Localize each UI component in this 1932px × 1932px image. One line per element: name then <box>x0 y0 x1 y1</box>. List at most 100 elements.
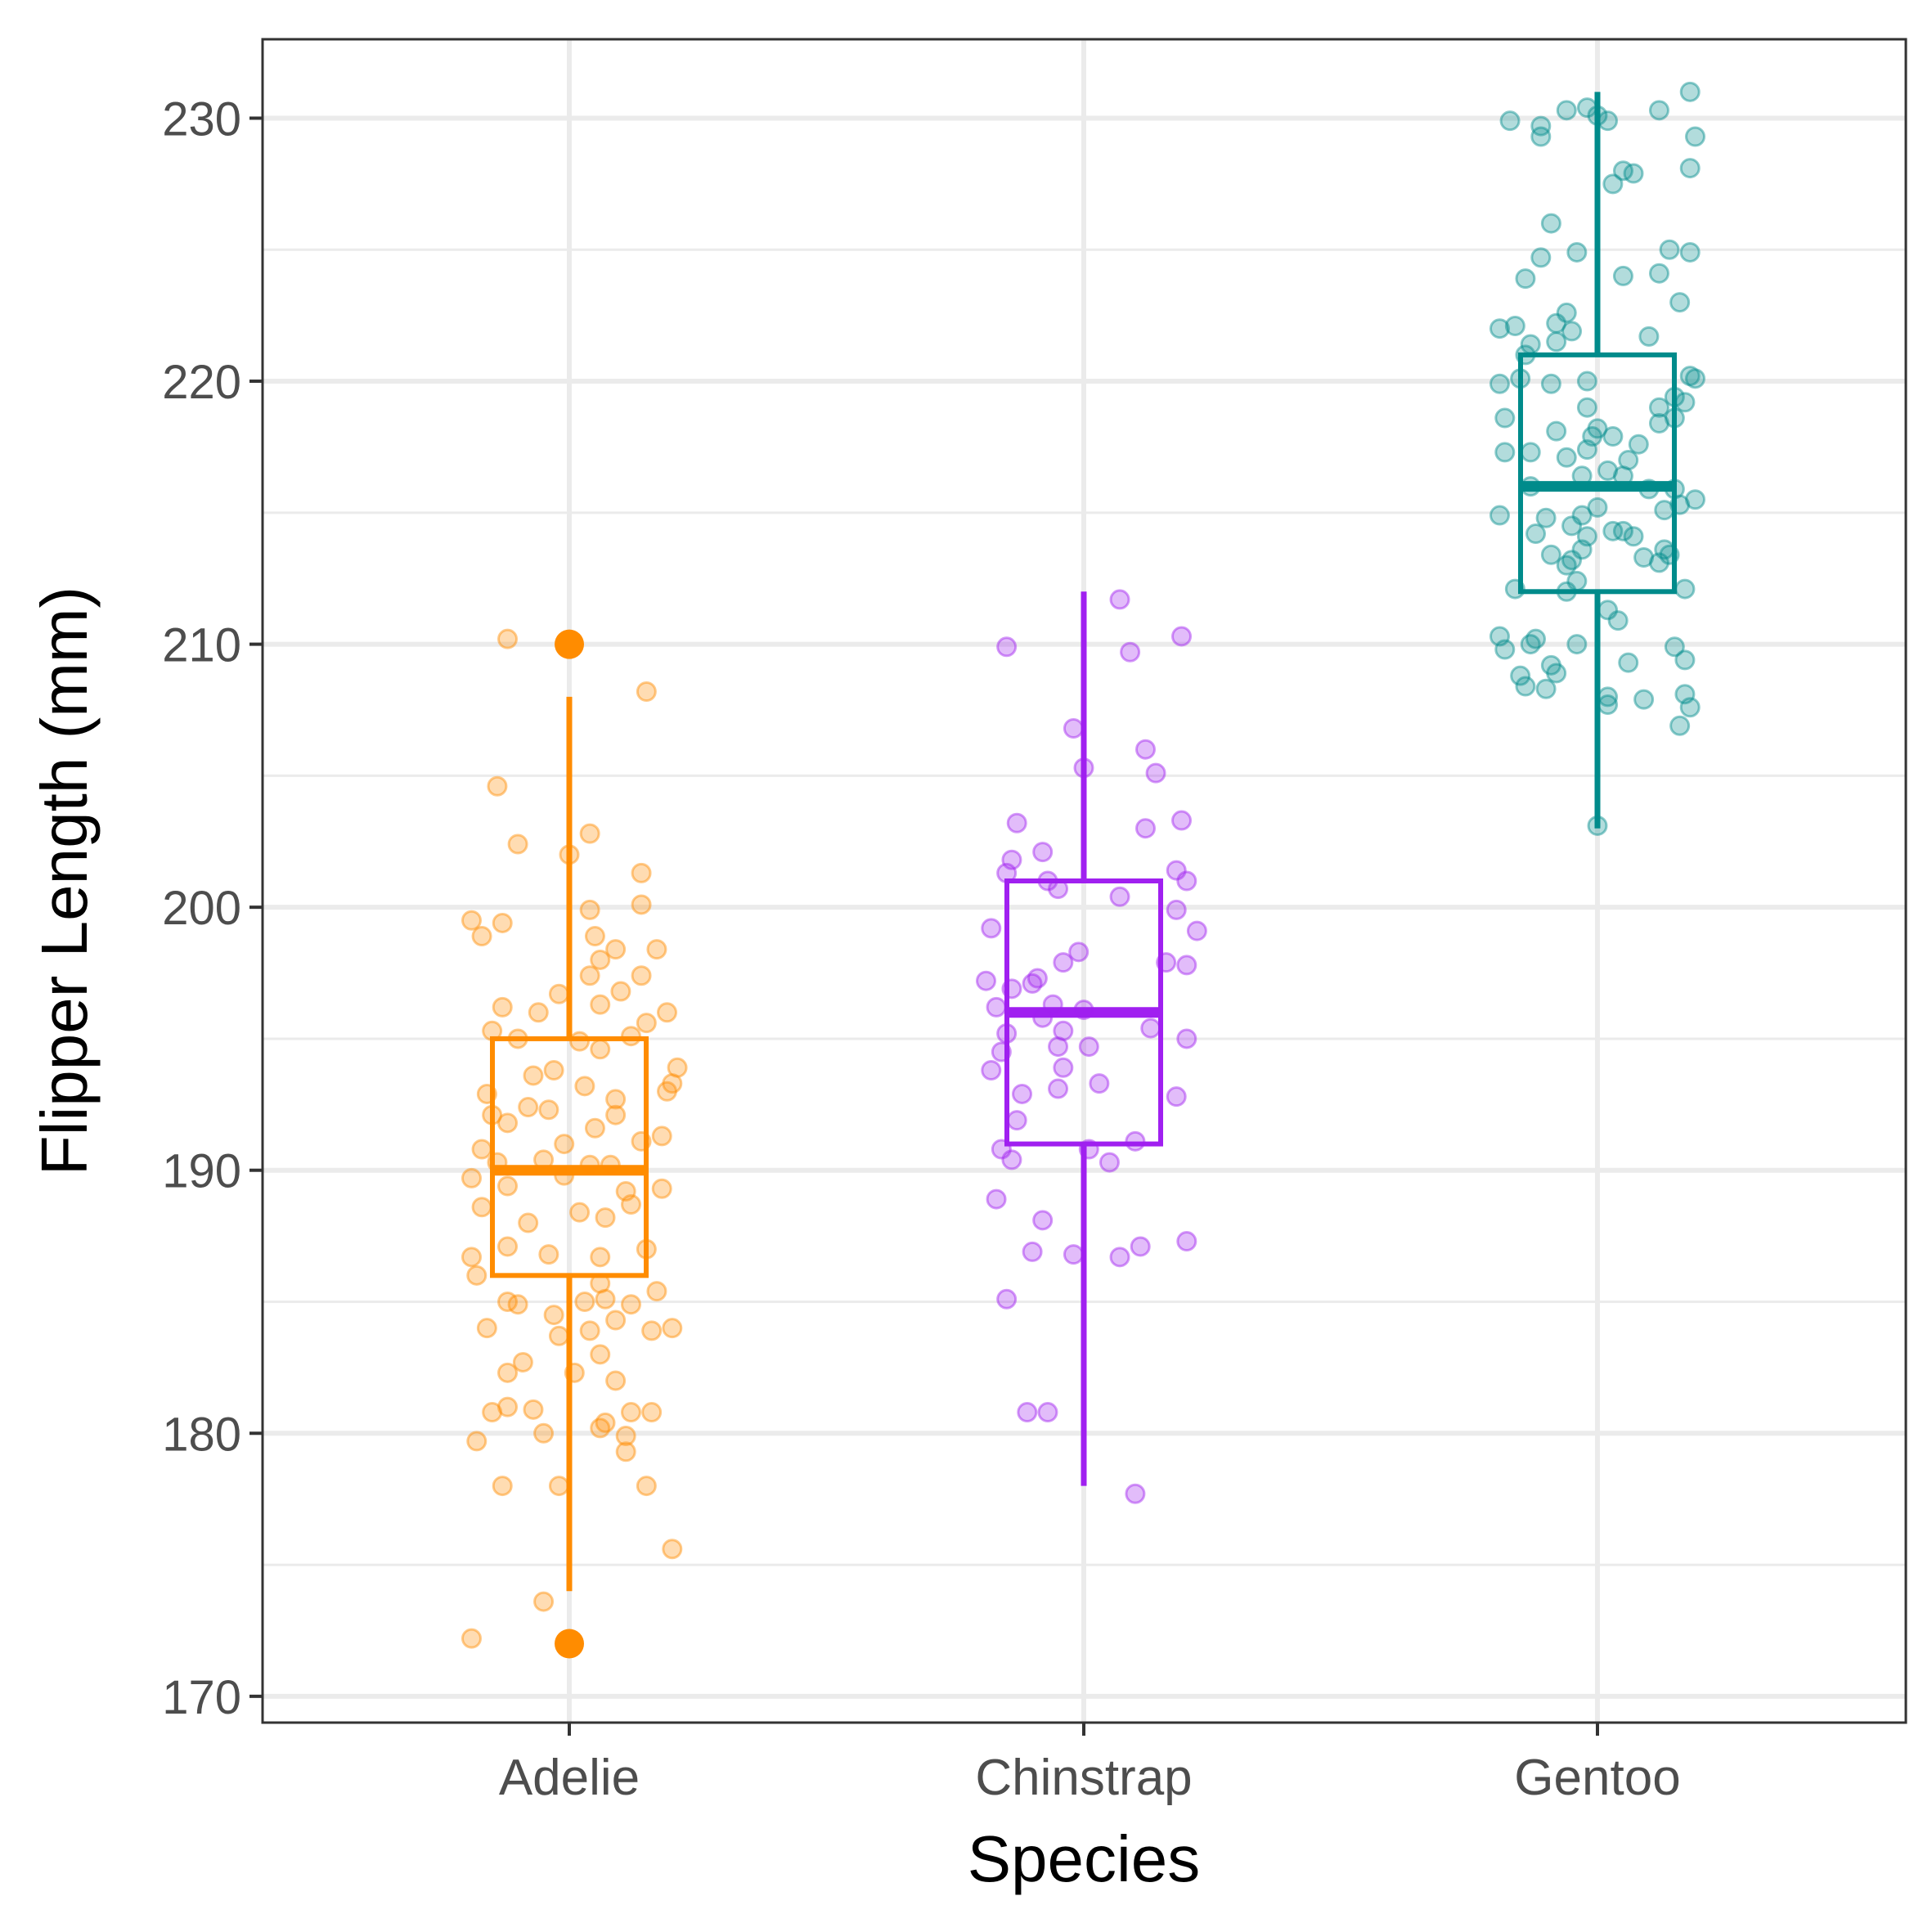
data-point <box>1053 1020 1074 1041</box>
data-point <box>595 1288 616 1310</box>
data-point <box>1566 570 1588 591</box>
data-point <box>1679 158 1701 179</box>
data-point <box>981 918 1002 939</box>
axes: 170 180 190 200 210 220 230 Adelie Chinstrap Gent… <box>162 92 1680 1806</box>
data-point <box>1597 600 1619 621</box>
data-point <box>605 939 627 960</box>
data-point <box>636 1013 657 1034</box>
data-point <box>1006 1110 1027 1131</box>
data-point <box>1109 1247 1130 1268</box>
data-point <box>1022 1241 1043 1262</box>
data-point <box>574 1076 595 1097</box>
jitter-points <box>461 81 1706 1649</box>
data-point <box>667 1057 688 1078</box>
y-tick-label: 170 <box>162 1671 241 1724</box>
data-point <box>590 949 611 970</box>
data-point <box>1125 1483 1146 1504</box>
data-point <box>1520 634 1541 655</box>
data-point <box>1674 649 1696 671</box>
data-point <box>507 833 528 855</box>
data-point <box>497 1175 519 1197</box>
data-point <box>1602 520 1624 541</box>
data-point <box>1109 886 1130 907</box>
data-point <box>1571 539 1593 560</box>
data-point <box>1602 426 1624 447</box>
data-point <box>1504 578 1525 600</box>
outlier-point <box>555 629 584 659</box>
data-point <box>1607 610 1629 631</box>
data-point <box>1674 578 1696 600</box>
data-point <box>579 965 600 986</box>
data-point <box>1166 1086 1187 1108</box>
data-point <box>636 1238 657 1260</box>
data-point <box>564 1362 585 1383</box>
data-point <box>600 1154 621 1175</box>
data-point <box>554 1165 575 1186</box>
data-point <box>579 1320 600 1341</box>
data-point <box>1022 973 1043 994</box>
data-point <box>1674 684 1696 705</box>
data-point <box>641 1402 663 1423</box>
data-point <box>1679 81 1701 102</box>
data-point <box>497 1236 519 1257</box>
data-point <box>996 1023 1018 1045</box>
data-point <box>590 1273 611 1294</box>
data-point <box>1510 665 1531 686</box>
data-point <box>1628 434 1649 455</box>
data-point <box>662 1539 683 1560</box>
data-point <box>662 1073 683 1094</box>
data-point <box>975 970 996 991</box>
data-point <box>1012 1083 1033 1104</box>
y-tick-label: 190 <box>162 1145 241 1198</box>
data-point <box>636 681 657 702</box>
data-point <box>518 1097 539 1118</box>
data-point <box>1648 397 1669 418</box>
data-point <box>1612 465 1633 487</box>
data-point <box>1048 1036 1069 1058</box>
data-point <box>1109 589 1130 610</box>
data-point <box>1571 505 1593 526</box>
data-point <box>1546 331 1567 353</box>
data-point <box>1063 717 1084 739</box>
data-point <box>1576 97 1597 119</box>
data-point <box>620 1402 641 1423</box>
data-point <box>1032 1007 1054 1028</box>
data-point <box>595 1207 616 1229</box>
data-point <box>1587 815 1608 836</box>
data-point <box>528 1002 549 1023</box>
data-point <box>1618 450 1639 470</box>
data-point <box>497 1112 519 1134</box>
data-point <box>631 894 652 915</box>
data-point <box>466 1431 487 1452</box>
data-point <box>1633 689 1655 710</box>
data-point <box>1669 494 1691 515</box>
data-point <box>1027 968 1048 989</box>
data-point <box>1685 126 1706 147</box>
data-point <box>646 1281 667 1302</box>
data-point <box>1561 515 1583 537</box>
data-point <box>1037 870 1058 892</box>
data-point <box>1556 302 1577 323</box>
data-point <box>620 1026 641 1047</box>
data-point <box>641 1320 663 1341</box>
data-point <box>1073 1000 1094 1021</box>
data-point <box>1623 163 1644 184</box>
data-point <box>1171 626 1193 647</box>
data-point <box>1017 1402 1038 1423</box>
box-iqr <box>490 1036 649 1278</box>
data-point <box>620 1294 641 1315</box>
data-point <box>1576 439 1597 461</box>
data-point <box>991 1041 1012 1063</box>
data-point <box>1530 247 1552 268</box>
data-point <box>1602 173 1624 195</box>
data-point <box>1489 505 1510 526</box>
data-point <box>1520 334 1541 355</box>
data-point <box>1078 1036 1099 1058</box>
data-point <box>996 862 1018 883</box>
data-point <box>651 1178 672 1199</box>
data-point <box>518 1212 539 1233</box>
data-point <box>471 1197 492 1218</box>
data-point <box>981 1060 1002 1081</box>
data-point <box>1515 676 1536 697</box>
data-point <box>538 1244 559 1265</box>
